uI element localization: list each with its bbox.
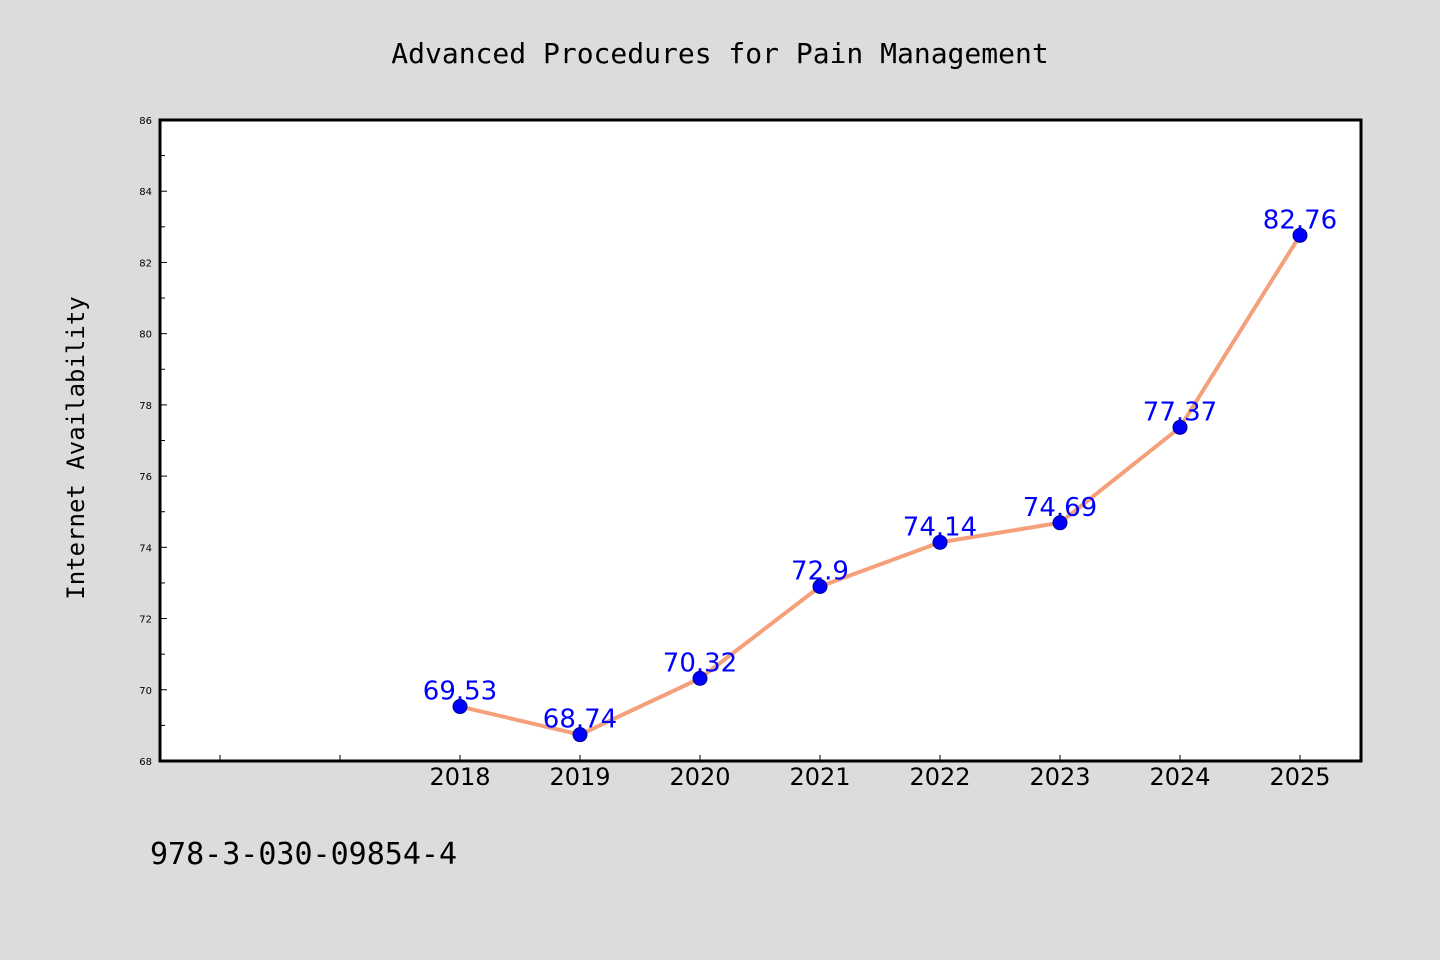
x-tick-label: 2018 (429, 763, 490, 791)
series-line (458, 233, 1302, 737)
data-point (812, 579, 828, 595)
x-tick-label: 2020 (669, 763, 730, 791)
y-tick-label: 76 (139, 472, 152, 483)
data-point (932, 534, 948, 550)
x-tick-label: 2021 (789, 763, 850, 791)
x-tick-label: 2024 (1149, 763, 1210, 791)
y-tick-label: 70 (139, 686, 152, 697)
data-label: 72.9 (791, 557, 849, 587)
x-tick-label: 2023 (1029, 763, 1090, 791)
data-point (1292, 227, 1308, 243)
x-tick-label: 2022 (909, 763, 970, 791)
y-tick-label: 86 (139, 116, 152, 127)
y-tick-label: 72 (139, 615, 152, 626)
data-label: 70.32 (663, 648, 737, 678)
series-group: 69.53 68.74 70.32 72.9 74.14 74.69 77.37 82.76 (423, 205, 1337, 743)
data-label: 77.37 (1143, 397, 1217, 427)
y-axis-ticks: 68 70 72 74 76 78 80 82 84 86 (139, 116, 167, 768)
plot-area (158, 118, 1363, 763)
y-tick-label: 82 (139, 258, 152, 269)
y-tick-label: 80 (139, 330, 152, 341)
y-tick-label: 78 (139, 401, 152, 412)
data-label: 74.69 (1023, 493, 1097, 523)
y-tick-label: 68 (139, 757, 152, 768)
y-tick-label: 84 (139, 187, 152, 198)
data-point (572, 727, 588, 743)
data-point (692, 670, 708, 686)
isbn-text: 978-3-030-09854-4 (150, 837, 457, 872)
y-axis-label: Internet Availability (62, 296, 90, 599)
data-label: 82.76 (1263, 205, 1337, 235)
data-point (1052, 515, 1068, 531)
data-label: 69.53 (423, 677, 497, 707)
y-tick-label: 74 (139, 543, 152, 554)
x-tick-label: 2019 (549, 763, 610, 791)
data-label: 68.74 (543, 705, 617, 735)
data-label: 74.14 (903, 512, 977, 542)
data-point (1172, 419, 1188, 435)
chart-title: Advanced Procedures for Pain Management (391, 37, 1048, 70)
x-axis-ticks: 2018 2019 2020 2021 2022 2023 2024 2025 (219, 755, 1331, 791)
data-point (452, 699, 468, 715)
x-tick-label: 2025 (1269, 763, 1330, 791)
